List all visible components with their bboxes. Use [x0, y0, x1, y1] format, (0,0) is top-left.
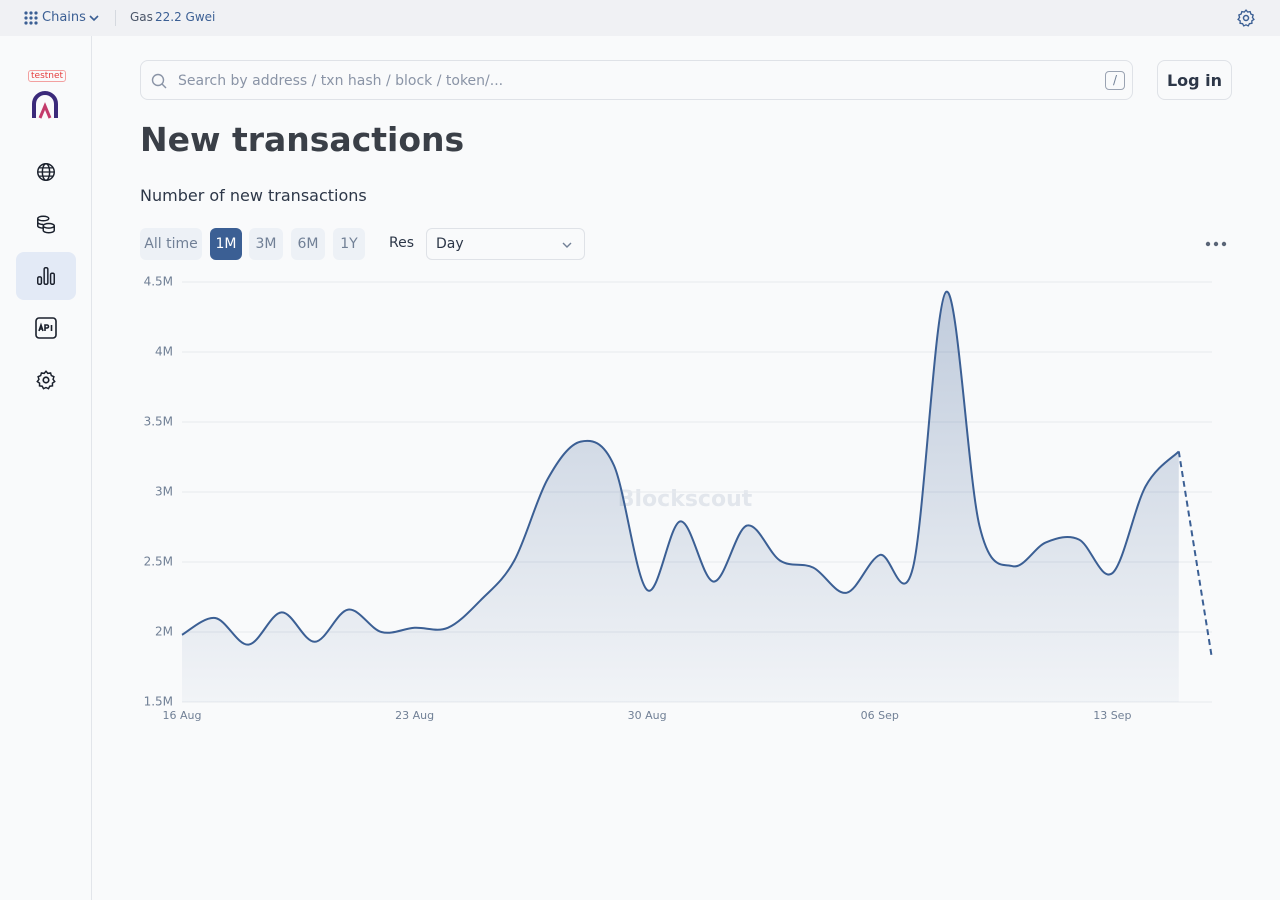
res-select[interactable]: Day [426, 228, 585, 260]
sidebar: testnet [0, 36, 92, 900]
top-bar: Chains Gas 22.2 Gwei [0, 0, 1280, 36]
divider [115, 10, 116, 26]
y-tick-label: 3M [155, 485, 173, 499]
line-incomplete [1177, 451, 1213, 659]
chevron [89, 15, 99, 22]
range-button[interactable]: 1Y [333, 228, 365, 260]
res-label: Res [389, 235, 415, 251]
x-tick-label: 16 Aug [163, 709, 202, 722]
search-placeholder: Search by address / txn hash / block / t… [178, 73, 504, 89]
watermark: Blockscout [618, 487, 753, 512]
nav-settings[interactable] [16, 356, 76, 404]
page-title: New transactions [140, 120, 465, 159]
gas-value[interactable]: 22.2 Gwei [155, 10, 216, 24]
range-button[interactable]: All time [140, 228, 202, 260]
nav-api[interactable] [16, 304, 76, 352]
shortcut-key: / [1105, 71, 1125, 90]
search-box[interactable]: Search by address / txn hash / block / t… [140, 60, 1133, 100]
logo[interactable] [31, 88, 59, 120]
y-tick-label: 3.5M [144, 415, 173, 429]
login-button[interactable]: Log in [1157, 60, 1232, 100]
x-tick-label: 06 Sep [861, 709, 899, 722]
more-menu[interactable] [1204, 240, 1228, 248]
search-icon [151, 73, 167, 89]
nav-charts[interactable] [16, 252, 76, 300]
x-tick-label: 13 Sep [1093, 709, 1131, 722]
line [181, 290, 1180, 646]
y-tick-label: 1.5M [144, 695, 173, 709]
y-tick-label: 2.5M [144, 555, 173, 569]
nav-blockchain[interactable] [16, 148, 76, 196]
chains-icon [24, 11, 38, 25]
testnet-badge: testnet [28, 70, 67, 82]
range-button[interactable]: 3M [249, 228, 283, 260]
settings-icon[interactable] [1236, 8, 1256, 28]
y-tick-label: 4M [155, 345, 173, 359]
chains-button[interactable]: Chains [42, 10, 86, 25]
x-tick-label: 30 Aug [628, 709, 667, 722]
area [182, 291, 1179, 702]
gas-label: Gas [130, 10, 153, 24]
chart-title: Number of new transactions [140, 186, 367, 205]
res-value: Day [436, 236, 464, 252]
range-button[interactable]: 6M [291, 228, 325, 260]
x-tick-label: 23 Aug [395, 709, 434, 722]
nav-tokens[interactable] [16, 200, 76, 248]
y-tick-label: 4.5M [144, 275, 173, 289]
range-button[interactable]: 1M [210, 228, 242, 260]
y-tick-label: 2M [155, 625, 173, 639]
